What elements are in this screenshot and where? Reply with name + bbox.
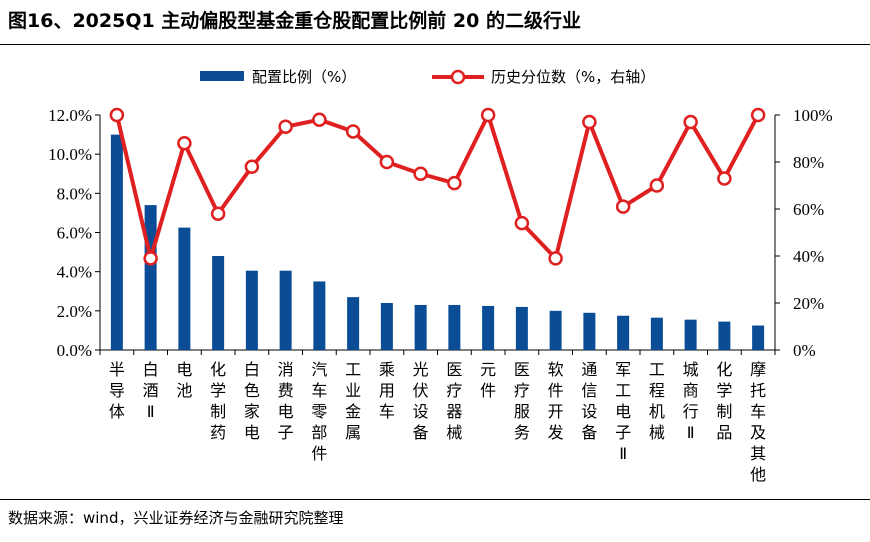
category-label-电池: 电池	[176, 360, 192, 400]
right-axis-tick-label: 40%	[793, 247, 824, 266]
point-电池	[177, 135, 192, 151]
bar-医疗服务	[515, 306, 528, 350]
bar-电池	[178, 227, 191, 350]
category-label-元件: 元件	[480, 360, 496, 400]
chart-legend: 配置比例（%） 历史分位数（%，右轴）	[200, 68, 655, 86]
left-axis-tick-label: 2.0%	[57, 302, 92, 321]
point-化学制品	[717, 171, 732, 186]
legend-swatch-bar	[200, 71, 244, 81]
point-汽车零部件	[312, 112, 327, 127]
point-摩托车及其他	[750, 107, 766, 123]
legend-label-bar: 配置比例（%）	[252, 68, 356, 86]
bar-光伏设备	[414, 304, 427, 350]
category-label-工业金属: 工业金属	[345, 360, 361, 442]
category-label-化学制品: 化学制品	[716, 360, 732, 442]
bar-半导体	[110, 134, 123, 350]
point-通信设备	[582, 114, 597, 130]
category-label-白色家电: 白色家电	[244, 360, 260, 442]
category-label-通信设备: 通信设备	[581, 360, 597, 442]
bar-元件	[482, 305, 495, 350]
left-axis-tick-label: 10.0%	[48, 145, 92, 164]
point-工业金属	[345, 124, 361, 139]
right-axis-tick-label: 0%	[793, 341, 816, 360]
point-工程机械	[649, 178, 665, 193]
bar-化学制药	[212, 256, 225, 350]
category-label-军工电子Ⅱ: 军工电子 Ⅱ	[615, 360, 631, 463]
right-axis-tick-label: 20%	[793, 294, 824, 313]
category-labels: 半导体 白酒 Ⅱ 电池 化学制药 白色家电 消费电子 汽车零部件 工业金属 乘用车 光伏设备 医疗器械…	[109, 360, 766, 484]
right-axis-tick-label: 80%	[793, 153, 824, 172]
category-label-汽车零部件: 汽车零部件	[311, 360, 327, 463]
bar-软件开发	[549, 310, 562, 350]
bar-工程机械	[650, 317, 663, 350]
bar-军工电子Ⅱ	[617, 315, 630, 350]
point-白色家电	[244, 159, 260, 174]
left-axis-tick-label: 4.0%	[57, 263, 92, 282]
category-label-城商行Ⅱ: 城商行 Ⅱ	[683, 360, 699, 442]
point-半导体	[109, 107, 125, 123]
bar-汽车零部件	[313, 281, 326, 350]
point-软件开发	[548, 251, 563, 266]
point-白酒Ⅱ	[143, 251, 158, 266]
left-axis-tick-label: 8.0%	[57, 184, 92, 203]
category-label-白酒Ⅱ: 白酒 Ⅱ	[143, 360, 159, 421]
point-医疗服务	[514, 215, 530, 231]
point-化学制药	[210, 206, 226, 221]
right-axis-tick-label: 100%	[793, 106, 833, 125]
bar-series	[110, 134, 765, 350]
category-label-软件开发: 软件开发	[548, 360, 564, 442]
point-元件	[480, 107, 496, 123]
line-series	[109, 107, 766, 266]
category-label-消费电子: 消费电子	[278, 360, 294, 442]
point-医疗器械	[447, 175, 462, 191]
category-label-半导体: 半导体	[109, 360, 125, 421]
left-axis-tick-label: 6.0%	[57, 224, 92, 243]
bar-化学制品	[718, 321, 731, 350]
point-军工电子Ⅱ	[615, 199, 631, 214]
category-label-化学制药: 化学制药	[210, 360, 226, 442]
bar-工业金属	[347, 297, 360, 350]
point-城商行Ⅱ	[683, 114, 698, 130]
point-消费电子	[278, 119, 293, 134]
left-axis-tick-label: 0.0%	[57, 341, 92, 360]
source-note: 数据来源：wind，兴业证券经济与金融研究院整理	[8, 509, 344, 527]
category-label-乘用车: 乘用车	[379, 360, 395, 421]
bar-城商行Ⅱ	[684, 319, 697, 350]
category-label-医疗服务: 医疗服务	[514, 360, 530, 442]
bar-通信设备	[583, 312, 596, 350]
chart-title: 图16、2025Q1 主动偏股型基金重仓股配置比例前 20 的二级行业	[8, 10, 581, 32]
chart-axes: 0.0% 2.0% 4.0% 6.0% 8.0% 10.0% 12.0% 0% 20% 40% 60…	[48, 106, 833, 360]
right-axis-tick-label: 60%	[793, 200, 824, 219]
title-rule	[0, 44, 870, 45]
legend-swatch-marker	[450, 69, 466, 85]
bar-摩托车及其他	[752, 325, 765, 350]
category-label-医疗器械: 医疗器械	[446, 360, 462, 442]
chart-svg: 配置比例（%） 历史分位数（%，右轴） 0.0% 2.0% 4.0% 6.0% 8.0%…	[48, 68, 833, 484]
bar-白酒Ⅱ	[144, 205, 157, 350]
category-label-工程机械: 工程机械	[649, 360, 665, 442]
category-label-光伏设备: 光伏设备	[413, 360, 429, 442]
point-乘用车	[379, 154, 395, 170]
bar-消费电子	[279, 270, 292, 350]
bar-白色家电	[245, 270, 258, 350]
legend-label-line: 历史分位数（%，右轴）	[491, 68, 655, 86]
bar-乘用车	[380, 303, 393, 350]
bar-医疗器械	[448, 304, 461, 350]
category-label-摩托车及其他: 摩托车及其他	[750, 360, 766, 484]
left-axis-tick-label: 12.0%	[48, 106, 92, 125]
point-光伏设备	[413, 166, 428, 181]
source-rule	[0, 499, 870, 500]
